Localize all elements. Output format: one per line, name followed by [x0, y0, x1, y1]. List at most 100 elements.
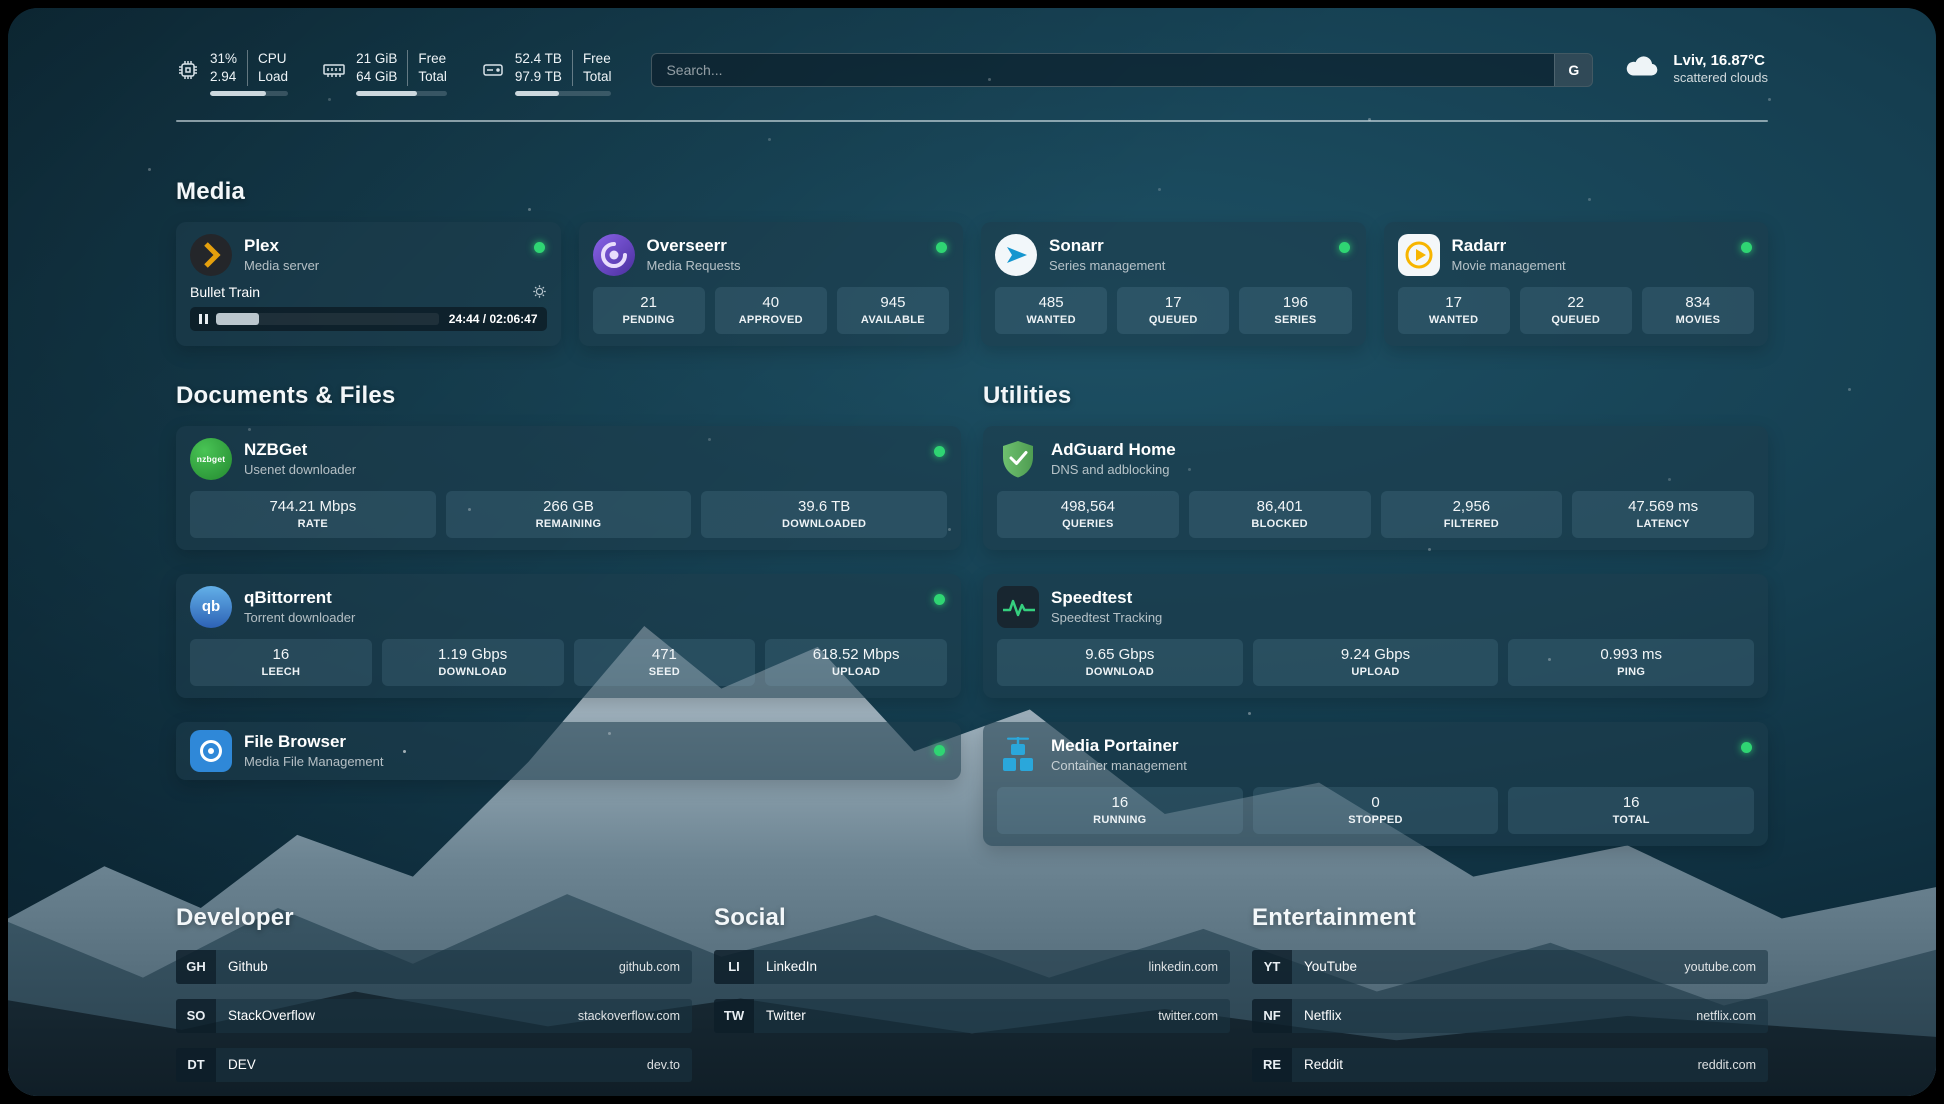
stat-wanted: 17 WANTED: [1397, 286, 1510, 334]
app-card-portainer[interactable]: Media Portainer Container management 16 …: [983, 721, 1768, 846]
stat-approved: 40 APPROVED: [714, 286, 827, 334]
stat-upload: 9.24 Gbps UPLOAD: [1252, 638, 1499, 686]
bookmark-name: StackOverflow: [228, 1008, 316, 1024]
status-online-dot: [936, 241, 947, 253]
entertainment-bookmarks: Entertainment YT YouTube youtube.com NF …: [1252, 904, 1768, 1096]
section-title-documents: Documents & Files: [176, 381, 396, 409]
stat-stopped: 0 STOPPED: [1252, 786, 1499, 834]
cpu-values: 31% 2.94: [210, 51, 238, 84]
memory-monitor-widget: 21 GiB 64 GiB Free Total: [322, 50, 447, 96]
search-engine-button[interactable]: G: [1554, 54, 1593, 86]
disk-labels: Free Total: [571, 50, 611, 86]
bookmark-youtube[interactable]: YT YouTube youtube.com: [1252, 949, 1768, 984]
app-name: NZBGet: [244, 440, 308, 460]
stat-blocked: 86,401 BLOCKED: [1188, 490, 1371, 538]
search-input[interactable]: [651, 53, 1594, 87]
status-online-dot: [934, 744, 945, 756]
filebrowser-icon: [190, 729, 232, 772]
stat-download: 9.65 Gbps DOWNLOAD: [997, 638, 1243, 686]
disk-progress-bar: [514, 90, 612, 96]
app-card-filebrowser[interactable]: File Browser Media File Management: [176, 721, 961, 780]
bookmark-url: netflix.com: [1696, 1008, 1756, 1023]
app-card-plex[interactable]: Plex Media server Bullet Train 24:44 / 0: [176, 221, 561, 346]
stat-available: 945 AVAILABLE: [836, 286, 950, 334]
stat-filtered: 2,956 FILTERED: [1380, 490, 1563, 538]
bookmark-name: Twitter: [766, 1008, 806, 1024]
bookmark-name: LinkedIn: [766, 959, 818, 975]
bookmark-dev[interactable]: DT DEV dev.to: [176, 1047, 692, 1082]
stat-latency: 47.569 ms LATENCY: [1572, 490, 1754, 538]
bookmark-abbr: LI: [714, 949, 754, 984]
speedtest-icon: [997, 585, 1039, 628]
bookmark-url: youtube.com: [1684, 959, 1756, 974]
app-card-nzbget[interactable]: nzbget NZBGet Usenet downloader 744.21 M…: [176, 425, 961, 550]
bookmark-stackoverflow[interactable]: SO StackOverflow stackoverflow.com: [176, 998, 692, 1033]
stat-upload: 618.52 Mbps UPLOAD: [765, 638, 947, 686]
pause-icon[interactable]: [199, 313, 208, 324]
app-card-overseerr[interactable]: Overseerr Media Requests 21 PENDING 40 A…: [578, 221, 963, 346]
now-playing-title: Bullet Train: [190, 283, 261, 300]
bookmark-url: linkedin.com: [1148, 959, 1218, 974]
app-name: Media Portainer: [1051, 736, 1179, 756]
sonarr-icon: [995, 233, 1037, 276]
app-subtitle: Usenet downloader: [244, 462, 357, 478]
portainer-icon: [997, 734, 1039, 776]
disk-icon: [481, 50, 505, 96]
status-online-dot: [1338, 241, 1350, 253]
app-subtitle: Media File Management: [244, 754, 384, 770]
background-wallpaper: [8, 8, 1936, 1096]
bookmark-url: reddit.com: [1697, 1057, 1756, 1072]
app-card-adguard[interactable]: AdGuard Home DNS and adblocking 498,564 …: [983, 425, 1768, 550]
bookmark-name: YouTube: [1304, 959, 1358, 975]
app-card-speedtest[interactable]: Speedtest Speedtest Tracking 9.65 Gbps D…: [983, 573, 1768, 698]
stat-download: 1.19 Gbps DOWNLOAD: [381, 638, 564, 686]
app-name: Speedtest: [1051, 588, 1133, 608]
bookmark-name: Reddit: [1304, 1057, 1344, 1073]
bookmark-url: stackoverflow.com: [577, 1008, 680, 1023]
status-online-dot: [934, 593, 945, 605]
stat-downloaded: 39.6 TB DOWNLOADED: [701, 490, 948, 538]
search-bar: G: [651, 53, 1594, 87]
app-card-qbittorrent[interactable]: qb qBittorrent Torrent downloader 16 LEE…: [176, 573, 961, 698]
bookmark-github[interactable]: GH Github github.com: [176, 949, 692, 984]
stat-running: 16 RUNNING: [997, 786, 1243, 834]
playback-track: [215, 312, 439, 325]
bookmark-name: DEV: [228, 1057, 256, 1073]
app-subtitle: Torrent downloader: [244, 610, 356, 626]
bookmark-abbr: SO: [176, 998, 216, 1033]
app-subtitle: Series management: [1049, 258, 1166, 274]
header-divider: [176, 119, 1768, 122]
app-card-radarr[interactable]: Radarr Movie management 17 WANTED 22 QUE…: [1383, 221, 1768, 346]
stat-queries: 498,564 QUERIES: [997, 490, 1179, 538]
playback-fill: [215, 312, 260, 325]
app-name: Plex: [244, 236, 279, 256]
section-title-developer: Developer: [176, 903, 294, 931]
memory-values: 21 GiB 64 GiB: [356, 51, 398, 84]
app-subtitle: DNS and adblocking: [1051, 462, 1170, 478]
playback-progress-bar[interactable]: 24:44 / 02:06:47: [190, 306, 547, 331]
bookmark-url: twitter.com: [1158, 1008, 1218, 1023]
dashboard: 31% 2.94 CPU Load: [8, 8, 1936, 1096]
bookmark-abbr: TW: [714, 998, 754, 1033]
bookmark-name: Netflix: [1304, 1008, 1342, 1024]
bookmark-reddit[interactable]: RE Reddit reddit.com: [1252, 1047, 1768, 1082]
settings-gear-icon[interactable]: [532, 284, 547, 299]
social-bookmarks: Social LI LinkedIn linkedin.com TW Twitt…: [714, 904, 1230, 1096]
weather-condition: scattered clouds: [1673, 70, 1768, 85]
cpu-monitor-widget: 31% 2.94 CPU Load: [176, 50, 289, 96]
cpu-labels: CPU Load: [247, 50, 288, 86]
bookmark-netflix[interactable]: NF Netflix netflix.com: [1252, 998, 1768, 1033]
stat-rate: 744.21 Mbps RATE: [190, 490, 436, 538]
app-card-sonarr[interactable]: Sonarr Series management 485 WANTED 17 Q…: [981, 221, 1366, 346]
bookmark-twitter[interactable]: TW Twitter twitter.com: [714, 998, 1230, 1033]
app-subtitle: Container management: [1051, 758, 1187, 774]
app-subtitle: Speedtest Tracking: [1051, 610, 1163, 626]
cloud-icon: [1623, 53, 1661, 84]
status-online-dot: [533, 241, 545, 253]
disk-monitor-widget: 52.4 TB 97.9 TB Free Total: [481, 50, 612, 96]
app-name: File Browser: [244, 732, 347, 752]
nzbget-icon: nzbget: [190, 437, 232, 480]
section-title-utilities: Utilities: [983, 381, 1072, 409]
section-title-media: Media: [176, 177, 246, 205]
bookmark-linkedin[interactable]: LI LinkedIn linkedin.com: [714, 949, 1230, 984]
